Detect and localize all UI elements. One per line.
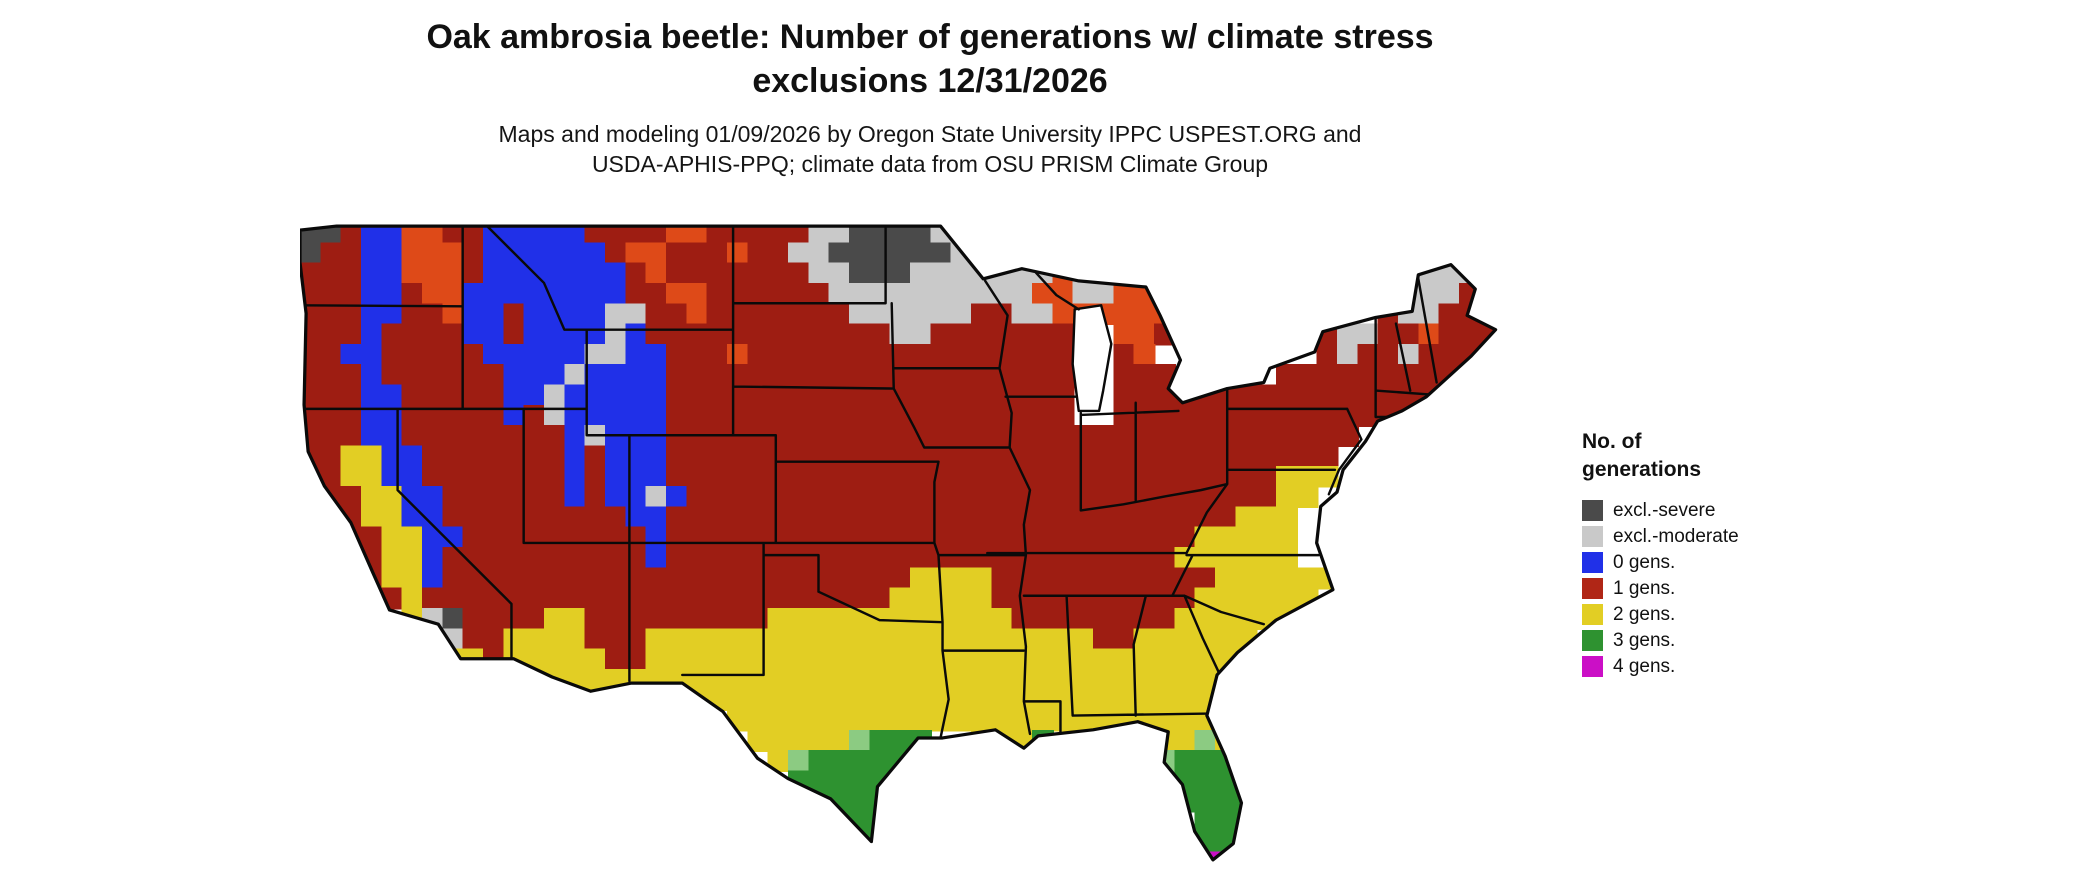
legend-label: excl.-moderate xyxy=(1613,525,1739,547)
legend-title-line2: generations xyxy=(1582,458,1702,482)
legend-label: 2 gens. xyxy=(1613,603,1676,625)
legend-title-line1: No. of xyxy=(1582,430,1642,453)
raster-layer xyxy=(300,226,1496,860)
page-title-line2: exclusions 12/31/2026 xyxy=(752,61,1108,100)
legend-label: 4 gens. xyxy=(1613,655,1676,677)
legend-swatch xyxy=(1582,578,1603,600)
legend-item: 3 gens. xyxy=(1582,628,1842,654)
page-subtitle-line1: Maps and modeling 01/09/2026 by Oregon S… xyxy=(498,121,1362,148)
legend-label: 0 gens. xyxy=(1613,551,1676,573)
us-map-svg xyxy=(300,224,1498,862)
legend-item: 4 gens. xyxy=(1582,654,1842,680)
legend-item: excl.-moderate xyxy=(1582,524,1842,550)
us-map xyxy=(300,222,1520,872)
page-subtitle-line2: USDA-APHIS-PPQ; climate data from OSU PR… xyxy=(591,151,1269,178)
map-header: Oak ambrosia beetle: Number of generatio… xyxy=(30,16,1830,180)
legend-item: 0 gens. xyxy=(1582,550,1842,576)
us-outline xyxy=(300,224,1498,862)
legend-label: 1 gens. xyxy=(1613,577,1676,599)
legend-swatch xyxy=(1582,500,1603,522)
legend-swatch xyxy=(1582,604,1603,626)
legend-label: 3 gens. xyxy=(1613,629,1676,651)
legend: No. of generations excl.-severe excl.-mod… xyxy=(1582,428,1842,680)
legend-title: No. of generations xyxy=(1582,428,1842,485)
state-borders-layer xyxy=(300,226,1438,740)
legend-item: 1 gens. xyxy=(1582,576,1842,602)
page-subtitle: Maps and modeling 01/09/2026 by Oregon S… xyxy=(30,119,1830,180)
page-title-line1: Oak ambrosia beetle: Number of generatio… xyxy=(426,18,1434,56)
legend-swatch xyxy=(1582,656,1603,678)
legend-item: 2 gens. xyxy=(1582,602,1842,628)
legend-items: excl.-severe excl.-moderate 0 gens. 1 gens.… xyxy=(1582,498,1842,680)
legend-swatch xyxy=(1582,526,1603,548)
legend-item: excl.-severe xyxy=(1582,498,1842,524)
lake-michigan xyxy=(1071,304,1113,413)
legend-swatch xyxy=(1582,552,1603,574)
legend-label: excl.-severe xyxy=(1613,499,1716,521)
legend-swatch xyxy=(1582,630,1603,652)
